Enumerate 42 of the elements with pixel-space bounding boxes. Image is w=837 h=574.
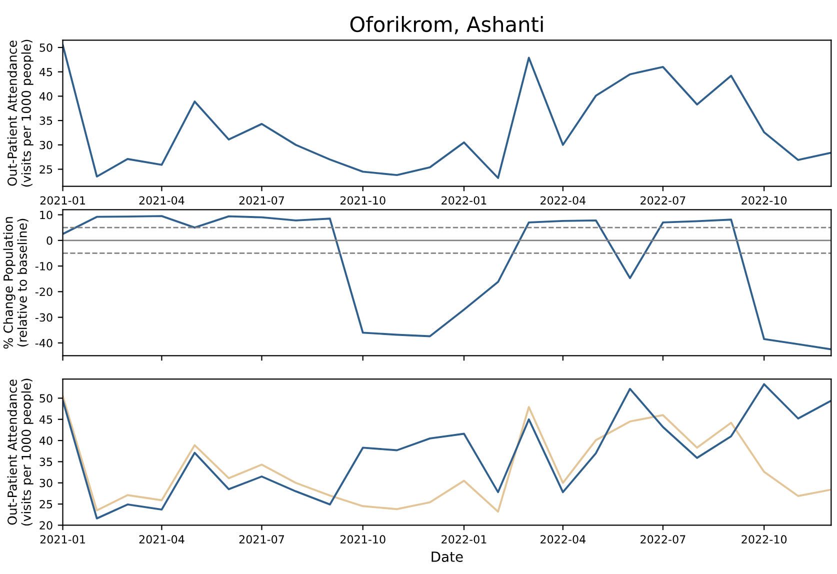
chart-title: Oforikrom, Ashanti bbox=[350, 16, 543, 34]
x-tick-label: 2022-07 bbox=[640, 535, 686, 544]
x-tick-label: 2021-01 bbox=[40, 535, 85, 544]
x-tick-label: 2021-10 bbox=[340, 535, 386, 544]
x-tick-label: 2021-10 bbox=[340, 196, 386, 205]
line-series bbox=[62, 215, 832, 350]
y-tick-label: 35 bbox=[40, 458, 52, 466]
x-tick-label: 2021-04 bbox=[139, 196, 184, 205]
y-tick-label: 10 bbox=[40, 210, 52, 220]
y-tick-label: -40 bbox=[35, 338, 52, 348]
x-tick-label: 2022-10 bbox=[742, 535, 787, 544]
x-tick-label: 2022-07 bbox=[640, 196, 686, 205]
x-tick-label: 2022-04 bbox=[540, 196, 586, 205]
y-tick-label: 35 bbox=[40, 116, 52, 125]
x-tick-label: 2021-07 bbox=[239, 196, 284, 205]
y-tick-label: 45 bbox=[39, 68, 52, 76]
x-tick-label: 2022-01 bbox=[442, 535, 486, 544]
line-series bbox=[62, 44, 832, 179]
y-tick-label: 0 bbox=[46, 236, 52, 245]
y-tick-label: 40 bbox=[39, 436, 52, 445]
y-axis-title: Out-Patient Attendance (visits per 1000 people) bbox=[7, 40, 34, 187]
y-tick-label: 45 bbox=[39, 415, 52, 424]
x-tick-label: 2022-04 bbox=[540, 535, 586, 544]
y-tick-label: -20 bbox=[35, 288, 52, 296]
y-tick-label: -10 bbox=[35, 262, 52, 270]
y-tick-label: 30 bbox=[40, 140, 52, 150]
y-tick-label: 30 bbox=[40, 478, 52, 488]
y-tick-label: -30 bbox=[35, 313, 52, 322]
x-tick-label: 2021-07 bbox=[239, 535, 284, 544]
y-tick-label: 20 bbox=[40, 521, 52, 530]
y-tick-label: 25 bbox=[40, 500, 52, 508]
y-tick-label: 50 bbox=[40, 43, 52, 52]
y-tick-label: 50 bbox=[40, 394, 52, 403]
x-tick-label: 2022-01 bbox=[442, 196, 486, 205]
x-tick-label: 2022-10 bbox=[742, 196, 787, 205]
x-axis-title: Date bbox=[432, 552, 463, 562]
y-tick-label: 40 bbox=[39, 92, 52, 101]
x-tick-label: 2021-01 bbox=[40, 196, 85, 205]
y-axis-title: % Change Population (relative to baseline) bbox=[3, 217, 28, 349]
y-tick-label: 25 bbox=[40, 165, 52, 174]
x-tick-label: 2021-04 bbox=[139, 535, 184, 544]
y-axis-title: Out-Patient Attendance (visits per 1000 people) bbox=[7, 378, 34, 526]
